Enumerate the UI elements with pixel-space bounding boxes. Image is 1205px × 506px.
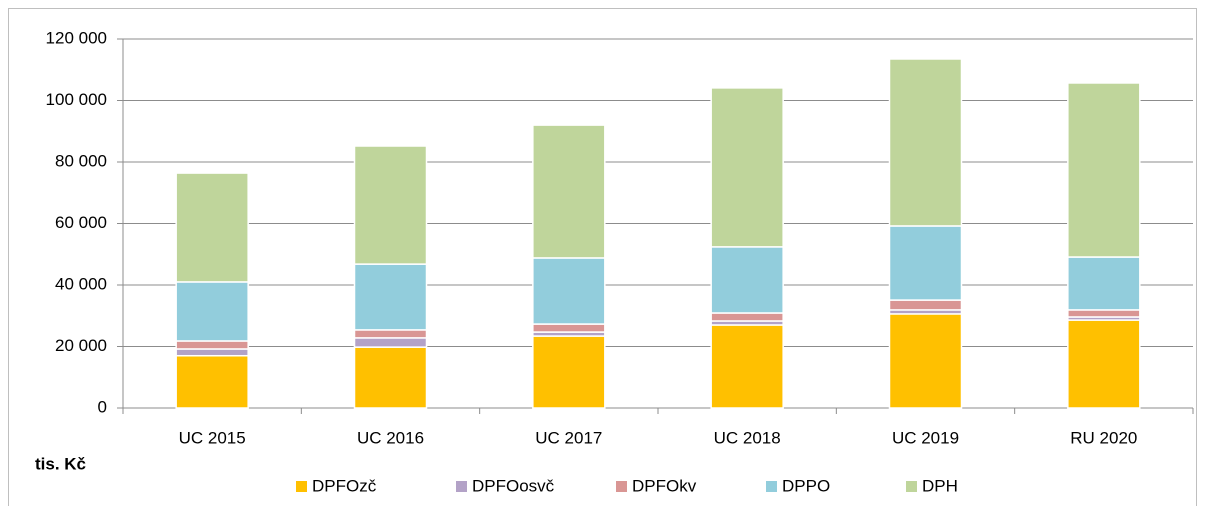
bar-segment xyxy=(532,124,606,259)
y-tick-label: 40 000 xyxy=(55,274,107,293)
chart-border xyxy=(8,8,1197,506)
bar-segment xyxy=(353,337,428,348)
bar-segment xyxy=(175,340,249,350)
y-tick-label: 0 xyxy=(98,397,107,416)
legend-swatch xyxy=(616,481,627,492)
y-tick-label: 20 000 xyxy=(55,336,107,355)
x-tick-label: UC 2019 xyxy=(892,428,959,447)
legend-label: DPFOkv xyxy=(632,476,697,495)
y-tick-label: 120 000 xyxy=(46,28,107,47)
bar-segment xyxy=(888,313,963,409)
bar-segment xyxy=(353,263,428,331)
legend-label: DPFOzč xyxy=(312,476,377,495)
bar-segment xyxy=(532,257,606,325)
legend-label: DPFOosvč xyxy=(472,476,555,495)
bar-segment xyxy=(888,299,963,311)
y-tick-label: 80 000 xyxy=(55,151,107,170)
legend-label: DPPO xyxy=(782,476,830,495)
bar-segment xyxy=(1067,309,1141,318)
unit-label: tis. Kč xyxy=(35,454,86,473)
legend-label: DPH xyxy=(922,476,958,495)
x-tick-label: UC 2016 xyxy=(357,428,424,447)
bar-segment xyxy=(532,323,606,333)
bar-segment xyxy=(175,172,249,283)
legend-swatch xyxy=(766,481,777,492)
bar-segment xyxy=(710,87,784,248)
bar-segment xyxy=(353,145,428,265)
y-tick-label: 100 000 xyxy=(46,90,107,109)
bar-segment xyxy=(1067,256,1141,311)
bar-segment xyxy=(710,324,784,409)
bar-segment xyxy=(175,348,249,357)
legend-swatch xyxy=(296,481,307,492)
x-tick-label: UC 2017 xyxy=(535,428,602,447)
bar-segment xyxy=(1067,319,1141,409)
bar-segment xyxy=(353,329,428,339)
bar-segment xyxy=(175,281,249,342)
legend-swatch xyxy=(906,481,917,492)
x-tick-label: UC 2018 xyxy=(714,428,781,447)
bar-segment xyxy=(888,58,963,227)
bar-segment xyxy=(710,246,784,314)
bar-segment xyxy=(1067,82,1141,258)
x-tick-label: UC 2015 xyxy=(179,428,246,447)
bar-segment xyxy=(532,335,606,409)
y-tick-label: 60 000 xyxy=(55,213,107,232)
legend-swatch xyxy=(456,481,467,492)
bar-segment xyxy=(710,312,784,322)
x-tick-label: RU 2020 xyxy=(1070,428,1137,447)
bar-segment xyxy=(175,354,249,409)
bar-segment xyxy=(353,346,428,409)
bar-segment xyxy=(888,225,963,301)
